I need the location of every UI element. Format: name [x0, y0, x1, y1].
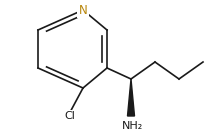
- Text: NH₂: NH₂: [122, 121, 144, 131]
- Text: N: N: [79, 3, 87, 17]
- Text: Cl: Cl: [65, 111, 76, 121]
- Polygon shape: [128, 79, 135, 116]
